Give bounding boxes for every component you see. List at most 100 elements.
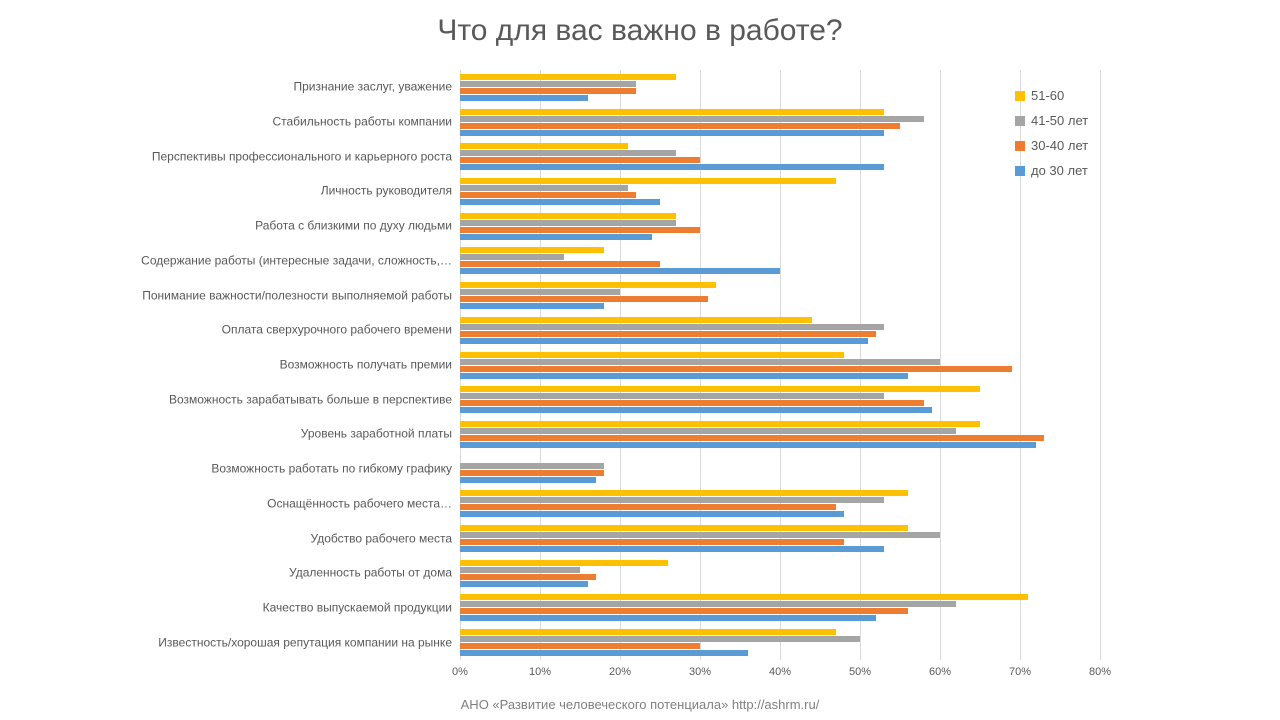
category-group: Известность/хорошая репутация компании н…	[460, 629, 1100, 656]
bar	[460, 636, 860, 642]
bar	[460, 185, 628, 191]
legend-swatch	[1015, 141, 1025, 151]
category-label: Удобство рабочего места	[311, 532, 460, 545]
bar	[460, 352, 844, 358]
bar	[460, 88, 636, 94]
bar	[460, 442, 1036, 448]
bar	[460, 234, 652, 240]
x-tick-label: 40%	[769, 666, 791, 678]
x-tick-label: 80%	[1089, 666, 1111, 678]
bar	[460, 199, 660, 205]
category-group: Личность руководителя	[460, 178, 1100, 205]
footer-caption: АНО «Развитие человеческого потенциала» …	[0, 697, 1280, 712]
bar	[460, 247, 604, 253]
chart-area: 0%10%20%30%40%50%60%70%80%Признание засл…	[460, 70, 1100, 660]
bar	[460, 123, 900, 129]
category-label: Признание заслуг, уважение	[293, 81, 460, 94]
category-group: Оплата сверхурочного рабочего времени	[460, 317, 1100, 344]
bar	[460, 178, 836, 184]
bar	[460, 324, 884, 330]
category-label: Удаленность работы от дома	[289, 567, 460, 580]
bar	[460, 525, 908, 531]
category-label: Оплата сверхурочного рабочего времени	[222, 324, 460, 337]
bar	[460, 331, 876, 337]
bar	[460, 567, 580, 573]
bar	[460, 546, 884, 552]
category-label: Известность/хорошая репутация компании н…	[158, 636, 460, 649]
bar	[460, 150, 676, 156]
bar	[460, 296, 708, 302]
bar	[460, 490, 908, 496]
legend-label: до 30 лет	[1031, 163, 1088, 178]
bar	[460, 615, 876, 621]
bar	[460, 497, 884, 503]
bar	[460, 594, 1028, 600]
category-label: Понимание важности/полезности выполняемо…	[142, 289, 460, 302]
category-group: Перспективы профессионального и карьерно…	[460, 143, 1100, 170]
bar	[460, 289, 620, 295]
category-group: Работа с близкими по духу людьми	[460, 213, 1100, 240]
bar	[460, 359, 940, 365]
bar	[460, 81, 636, 87]
category-group: Удобство рабочего места	[460, 525, 1100, 552]
bar	[460, 629, 836, 635]
bar	[460, 601, 956, 607]
category-group: Признание заслуг, уважение	[460, 74, 1100, 101]
bar	[460, 643, 700, 649]
category-label: Качество выпускаемой продукции	[263, 601, 460, 614]
bar	[460, 581, 588, 587]
bar	[460, 504, 836, 510]
category-label: Оснащённость рабочего места…	[267, 497, 460, 510]
bar	[460, 477, 596, 483]
bar	[460, 116, 924, 122]
category-group: Возможность получать премии	[460, 352, 1100, 379]
bar	[460, 470, 604, 476]
category-group: Стабильность работы компании	[460, 109, 1100, 136]
bar	[460, 428, 956, 434]
bar	[460, 254, 564, 260]
bar	[460, 303, 604, 309]
x-tick-label: 0%	[452, 666, 468, 678]
bar	[460, 74, 676, 80]
bar	[460, 386, 980, 392]
bar	[460, 400, 924, 406]
bar	[460, 282, 716, 288]
bar	[460, 511, 844, 517]
bar	[460, 109, 884, 115]
category-group: Понимание важности/полезности выполняемо…	[460, 282, 1100, 309]
gridline	[1100, 70, 1101, 660]
bar	[460, 95, 588, 101]
bar	[460, 192, 636, 198]
category-group: Возможность работать по гибкому графику	[460, 456, 1100, 483]
category-label: Возможность работать по гибкому графику	[211, 463, 460, 476]
bar	[460, 157, 700, 163]
bar	[460, 421, 980, 427]
legend: 51-60 41-50 лет 30-40 лет до 30 лет	[1015, 88, 1088, 188]
category-group: Оснащённость рабочего места…	[460, 490, 1100, 517]
bar	[460, 143, 628, 149]
bar	[460, 220, 676, 226]
legend-item: до 30 лет	[1015, 163, 1088, 178]
bar	[460, 463, 604, 469]
legend-swatch	[1015, 91, 1025, 101]
category-group: Содержание работы (интересные задачи, сл…	[460, 247, 1100, 274]
x-tick-label: 60%	[929, 666, 951, 678]
category-label: Уровень заработной платы	[301, 428, 460, 441]
category-group: Уровень заработной платы	[460, 421, 1100, 448]
category-group: Удаленность работы от дома	[460, 560, 1100, 587]
bar	[460, 373, 908, 379]
legend-item: 51-60	[1015, 88, 1088, 103]
bar	[460, 164, 884, 170]
x-tick-label: 50%	[849, 666, 871, 678]
bar	[460, 539, 844, 545]
legend-item: 41-50 лет	[1015, 113, 1088, 128]
x-tick-label: 10%	[529, 666, 551, 678]
category-group: Возможность зарабатывать больше в перспе…	[460, 386, 1100, 413]
legend-item: 30-40 лет	[1015, 138, 1088, 153]
category-label: Содержание работы (интересные задачи, сл…	[141, 254, 460, 267]
legend-label: 41-50 лет	[1031, 113, 1088, 128]
bar	[460, 227, 700, 233]
chart-title: Что для вас важно в работе?	[0, 14, 1280, 48]
bar	[460, 338, 868, 344]
category-group: Качество выпускаемой продукции	[460, 594, 1100, 621]
